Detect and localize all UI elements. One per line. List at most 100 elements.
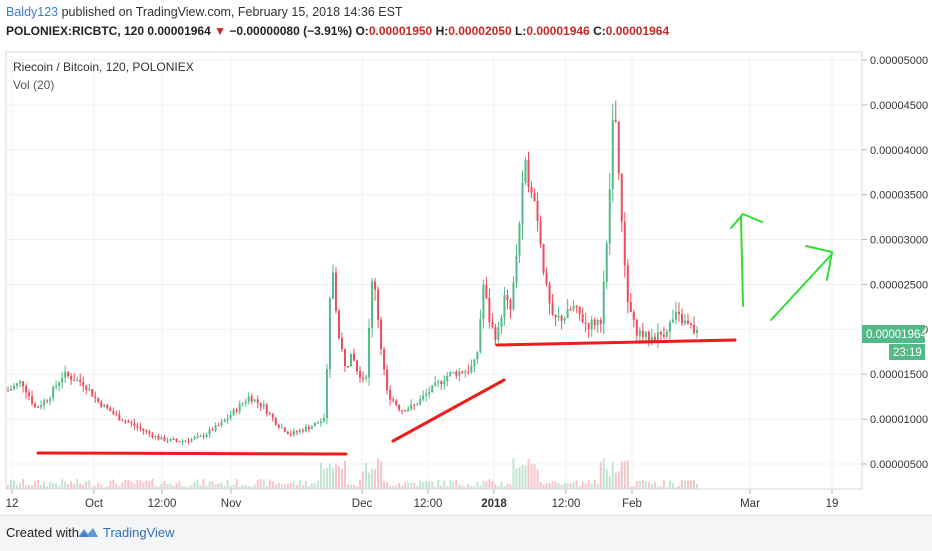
candle-body	[160, 437, 163, 440]
volume-bar	[214, 484, 217, 489]
candle-body	[136, 425, 139, 428]
volume-bar	[386, 482, 389, 489]
candle-body	[193, 437, 196, 439]
volume-bar	[581, 481, 584, 489]
volume-bar	[268, 479, 271, 489]
volume-bar	[515, 468, 518, 489]
volume-bar	[193, 481, 196, 489]
price-axis[interactable]: 0.000005000.000010000.000015000.00002000…	[862, 55, 928, 471]
candle-body	[506, 295, 509, 301]
candle-body	[536, 200, 539, 221]
volume-bar	[76, 479, 79, 489]
volume-bar	[43, 481, 46, 489]
y-tick-label: 0.00002500	[870, 279, 928, 291]
volume-bar	[55, 483, 58, 489]
time-axis[interactable]: 12 Oct 12:00 Nov Dec 12:00 2018 12:00 Feb Mar 19	[6, 489, 839, 510]
volume-bar	[202, 479, 205, 489]
candle-body	[70, 375, 73, 380]
volume-bar	[479, 485, 482, 489]
volume-bar	[292, 481, 295, 489]
candle-body	[605, 243, 608, 282]
candle-body	[509, 300, 512, 310]
volume-bar	[94, 485, 97, 489]
price-change: −0.00000080 (−3.91%)	[229, 24, 353, 38]
volume-bar	[283, 484, 286, 489]
candle-body	[359, 371, 362, 378]
volume-bar	[662, 479, 665, 489]
countdown-badge	[889, 344, 925, 360]
candle-body	[184, 440, 187, 442]
volume-bar	[536, 469, 539, 489]
volume-bar	[262, 479, 265, 489]
volume-bar	[359, 479, 362, 489]
volume-bar	[163, 481, 166, 489]
volume-bar	[533, 463, 536, 489]
candle-body	[283, 427, 286, 432]
candle-body	[377, 289, 380, 320]
y-tick-label: 0.00005000	[870, 55, 928, 67]
volume-bar	[250, 486, 253, 489]
candle-body	[443, 381, 446, 385]
candle-body	[473, 359, 476, 367]
candle-body	[353, 353, 356, 361]
volume-bar	[605, 468, 608, 489]
volume-bar	[473, 486, 476, 489]
volume-bar	[133, 483, 136, 489]
candle-body	[181, 441, 184, 443]
candle-body	[407, 408, 410, 412]
volume-bar	[319, 462, 322, 489]
volume-bar	[106, 486, 109, 489]
volume-bar	[238, 486, 241, 489]
volume-bar	[602, 458, 605, 489]
volume-bar	[563, 482, 566, 489]
volume-bar	[229, 486, 232, 489]
volume-bar	[461, 485, 464, 489]
candle-body	[515, 255, 518, 283]
tradingview-brand-link[interactable]: TradingView	[103, 525, 175, 540]
candle-body	[241, 403, 244, 405]
candle-body	[488, 298, 491, 323]
volume-bar	[121, 482, 124, 489]
candle-body	[277, 424, 280, 428]
candle-body	[638, 330, 641, 336]
volume-bar	[506, 483, 509, 489]
volume-bar	[470, 485, 473, 489]
candle-body	[112, 411, 115, 414]
candle-body	[85, 385, 88, 390]
volume-bar	[434, 486, 437, 489]
volume-bar	[286, 483, 289, 489]
candle-body	[587, 323, 590, 330]
volume-bar	[142, 482, 145, 489]
volume-bar	[668, 480, 671, 489]
volume-bar	[205, 485, 208, 489]
candle-body	[205, 434, 208, 437]
volume-bar	[686, 480, 689, 489]
candle-body	[43, 400, 46, 406]
candle-body	[434, 382, 437, 386]
candle-body	[238, 403, 241, 412]
candle-body	[524, 160, 527, 183]
volume-bar	[554, 481, 557, 489]
candle-body	[37, 407, 40, 409]
volume-bar	[419, 480, 422, 489]
volume-bar	[196, 479, 199, 489]
volume-bar	[614, 473, 617, 489]
volume-bar	[145, 480, 148, 489]
volume-bar	[190, 485, 193, 489]
volume-bar	[28, 484, 31, 489]
candle-body	[319, 421, 322, 424]
volume-bar	[61, 479, 64, 489]
candle-body	[470, 366, 473, 373]
chart-area[interactable]: 0.000005000.000010000.000015000.00002000…	[0, 48, 932, 515]
volume-bar	[509, 484, 512, 489]
candle-body	[581, 314, 584, 323]
y-tick-label: 0.00000500	[870, 459, 928, 471]
author-link[interactable]: Baldy123	[6, 5, 59, 19]
candle-body	[196, 436, 199, 438]
candle-body	[566, 309, 569, 319]
candle-body	[440, 381, 443, 385]
candle-body	[226, 418, 229, 421]
volume-bar	[401, 485, 404, 489]
candle-body	[389, 390, 392, 400]
volume-bar	[247, 486, 250, 489]
